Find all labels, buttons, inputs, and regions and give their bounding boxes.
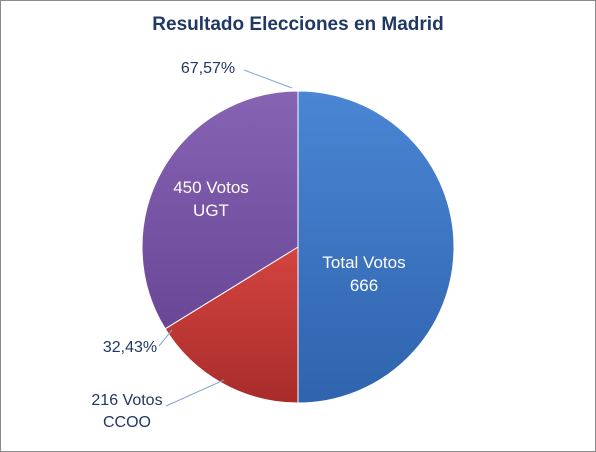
percent-label-ugt: 67,57% <box>181 60 235 77</box>
data-label-total-votos-line1: Total Votos <box>322 253 405 272</box>
leader-line-percent-ccoo <box>158 329 173 347</box>
leader-line-ccoo <box>165 379 225 407</box>
data-label-ccoo-line1: 216 Votos <box>91 392 162 409</box>
data-label-ugt-line1: 450 Votos <box>173 178 249 197</box>
data-label-ugt-line2: UGT <box>193 201 229 220</box>
leader-line-percent-ugt <box>243 69 293 89</box>
percent-label-ccoo: 32,43% <box>103 339 157 356</box>
chart-title: Resultado Elecciones en Madrid <box>152 14 444 35</box>
pie-slice-ccoo <box>164 246 299 404</box>
data-label-ccoo-line2: CCOO <box>103 414 151 431</box>
pie-slice-ugt <box>141 90 299 330</box>
data-label-total-votos-line2: 666 <box>350 276 378 295</box>
pie-slice-total-votos <box>297 90 455 404</box>
